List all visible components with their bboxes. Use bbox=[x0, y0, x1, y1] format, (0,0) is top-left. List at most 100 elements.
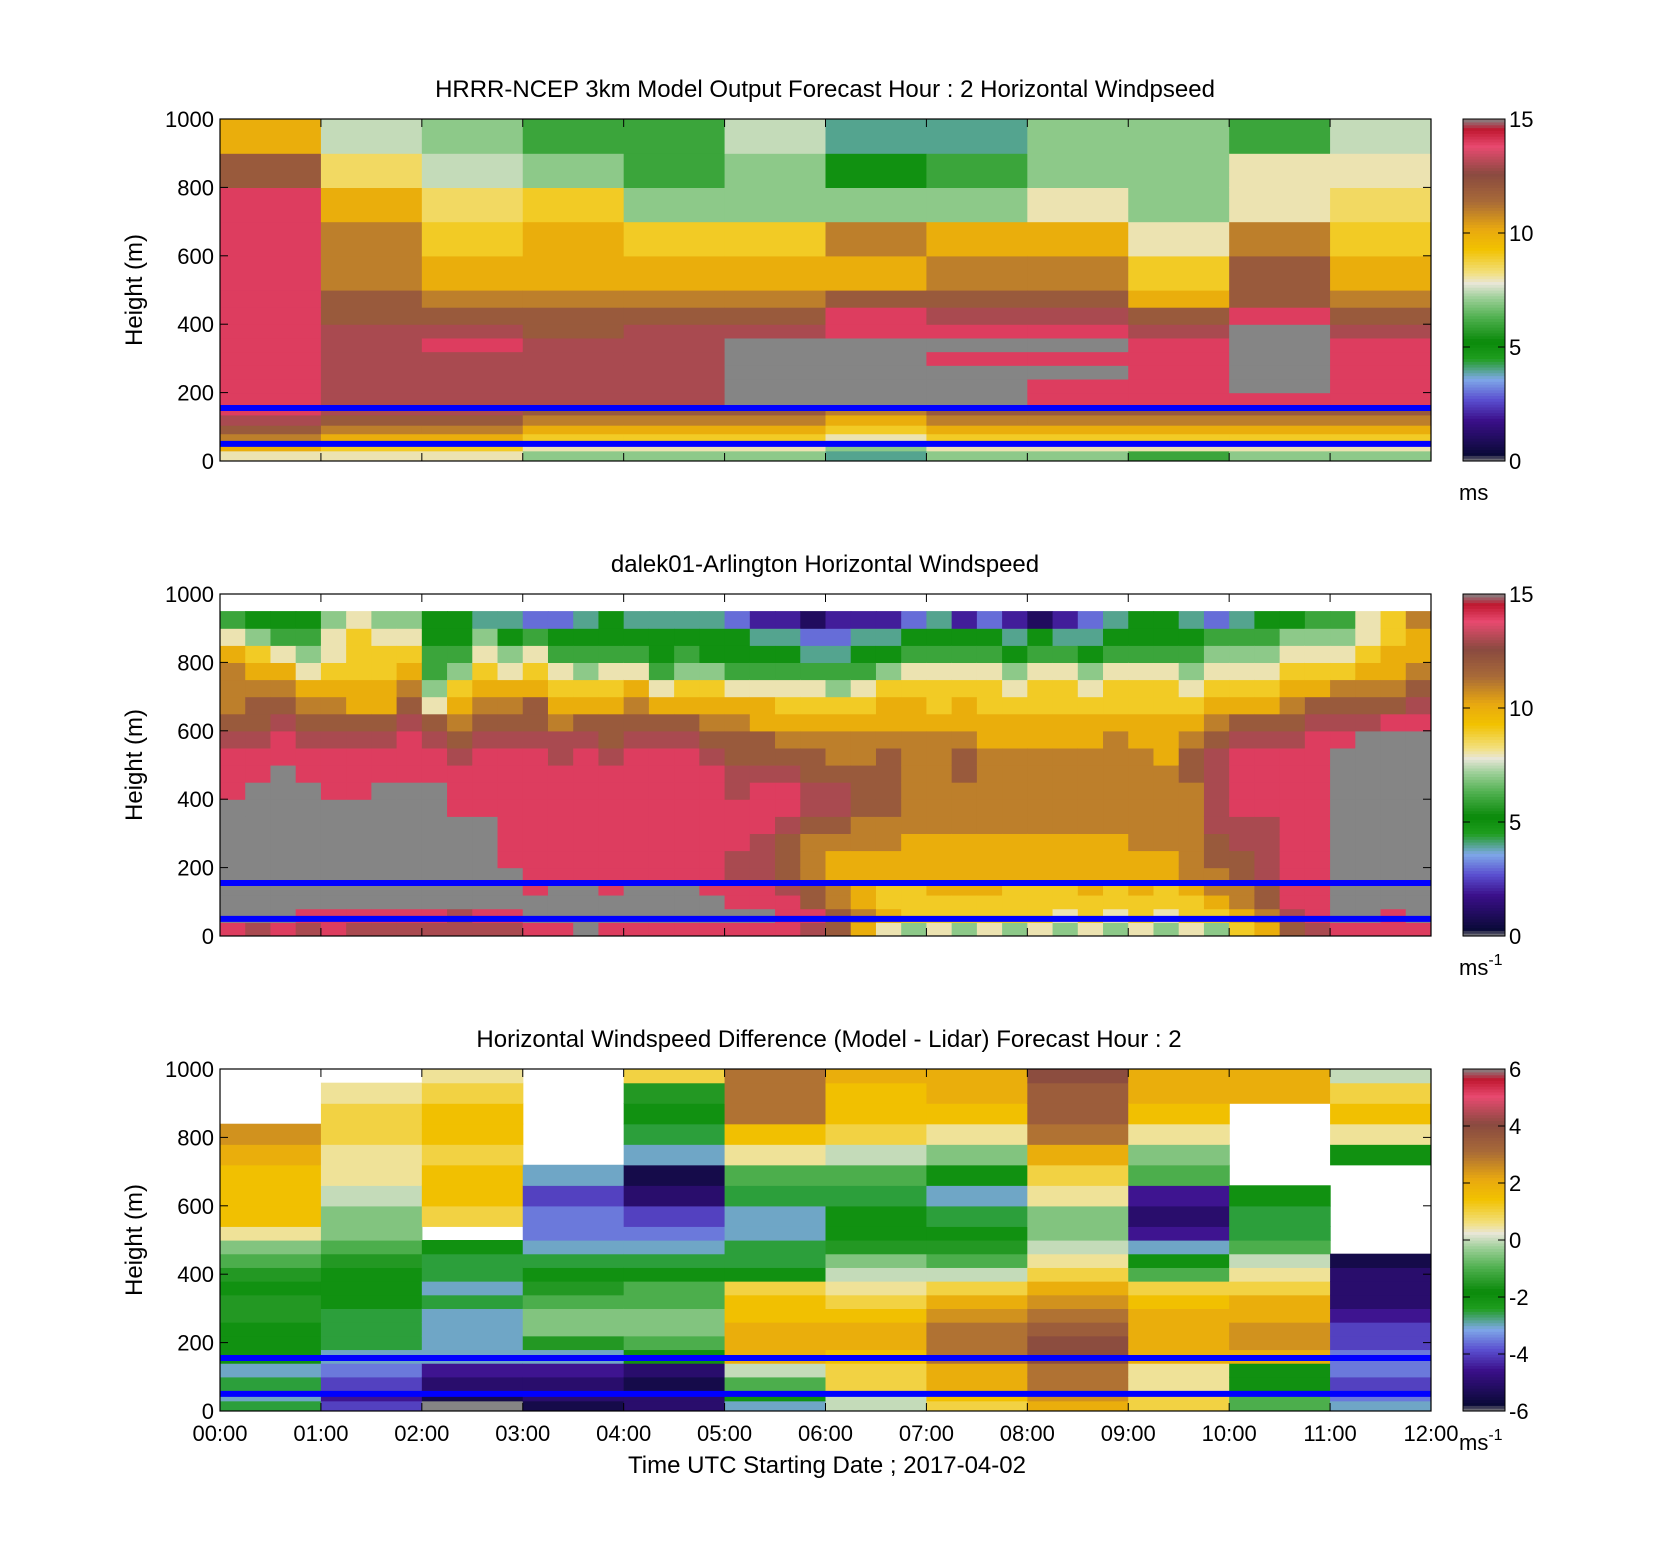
heatmap-cell bbox=[724, 867, 751, 882]
heatmap-cell bbox=[623, 730, 650, 749]
heatmap-cell bbox=[220, 1335, 322, 1351]
heatmap-cell bbox=[598, 816, 625, 834]
colorbar-segment bbox=[1463, 127, 1505, 131]
heatmap-cell bbox=[1128, 365, 1230, 380]
colorbar-segment bbox=[1463, 1365, 1505, 1369]
heatmap-cell bbox=[1002, 782, 1028, 800]
heatmap-cell bbox=[421, 255, 524, 291]
heatmap-cell bbox=[1229, 425, 1331, 435]
heatmap-cell bbox=[220, 365, 322, 380]
heatmap-cell bbox=[522, 799, 549, 817]
colorbar-segment bbox=[1463, 1151, 1505, 1156]
heatmap-cell bbox=[1027, 255, 1129, 291]
heatmap-cell bbox=[1128, 782, 1155, 800]
colorbar-segment bbox=[1463, 1277, 1505, 1281]
heatmap-cell bbox=[1355, 696, 1382, 715]
heatmap-cell bbox=[926, 1226, 1028, 1241]
colorbar-segment bbox=[1463, 301, 1505, 305]
colorbar-segment bbox=[1463, 1211, 1505, 1215]
heatmap-cell bbox=[1128, 867, 1155, 882]
heatmap-cell bbox=[825, 1103, 928, 1125]
colorbar-segment bbox=[1463, 1259, 1505, 1264]
colorbar-segment bbox=[1463, 264, 1505, 268]
heatmap-cell bbox=[1254, 713, 1281, 732]
heatmap-cell bbox=[1229, 1335, 1331, 1351]
heatmap-cell bbox=[270, 747, 297, 766]
colorbar-segment bbox=[1463, 876, 1505, 880]
heatmap-cell bbox=[875, 816, 902, 834]
colorbar-segment bbox=[1463, 1342, 1505, 1347]
heatmap-cell bbox=[699, 922, 726, 936]
y-tick-label: 0 bbox=[202, 924, 214, 949]
heatmap-cell bbox=[724, 119, 827, 154]
heatmap-cell bbox=[1254, 850, 1281, 869]
heatmap-cell bbox=[699, 765, 726, 783]
colorbar-segment bbox=[1463, 395, 1505, 399]
heatmap-cell bbox=[1128, 765, 1155, 783]
colorbar-segment bbox=[1463, 1351, 1505, 1355]
heatmap-cell bbox=[1128, 1185, 1230, 1207]
heatmap-cell bbox=[926, 187, 1028, 223]
heatmap-cell bbox=[623, 1335, 726, 1351]
colorbar-segment bbox=[1463, 121, 1505, 126]
heatmap-cell bbox=[623, 255, 726, 291]
heatmap-cell bbox=[875, 894, 902, 910]
heatmap-cell bbox=[699, 628, 726, 646]
heatmap-cell bbox=[699, 611, 726, 629]
heatmap-cell bbox=[1380, 799, 1407, 817]
heatmap-cell bbox=[724, 1400, 827, 1411]
heatmap-cell bbox=[346, 611, 372, 629]
heatmap-cell bbox=[1304, 894, 1331, 910]
heatmap-cell bbox=[699, 894, 726, 910]
heatmap-cell bbox=[1052, 833, 1079, 852]
colorbar-tick-label: -6 bbox=[1509, 1399, 1529, 1424]
heatmap-cell bbox=[1380, 696, 1407, 715]
heatmap-cell bbox=[1330, 816, 1356, 834]
heatmap-cell bbox=[1380, 894, 1407, 910]
heatmap-cell bbox=[1002, 850, 1028, 869]
heatmap-cell bbox=[447, 850, 473, 869]
heatmap-cell bbox=[1027, 392, 1129, 406]
heatmap-cell bbox=[623, 713, 650, 732]
heatmap-cell bbox=[1027, 922, 1054, 936]
colorbar-segment bbox=[1463, 633, 1505, 638]
heatmap-cell bbox=[1027, 1069, 1129, 1084]
colorbar-segment bbox=[1463, 1336, 1505, 1341]
heatmap-cell bbox=[1229, 628, 1255, 646]
heatmap-cell bbox=[320, 307, 423, 325]
colorbar-unit-exponent: -1 bbox=[1488, 952, 1502, 969]
colorbar-segment bbox=[1463, 401, 1505, 405]
heatmap-cell bbox=[573, 645, 600, 663]
colorbar-segment bbox=[1463, 1154, 1505, 1158]
heatmap-cell bbox=[472, 765, 499, 783]
colorbar-segment bbox=[1463, 1331, 1505, 1335]
heatmap-cell bbox=[1178, 816, 1205, 834]
heatmap-cell bbox=[1178, 799, 1205, 817]
heatmap-cell bbox=[371, 867, 398, 882]
colorbar-segment bbox=[1463, 799, 1505, 803]
heatmap-cell bbox=[1103, 894, 1129, 910]
heatmap-cell bbox=[320, 1322, 423, 1337]
heatmap-cell bbox=[875, 645, 902, 663]
heatmap-cell bbox=[598, 850, 625, 869]
colorbar-segment bbox=[1463, 1382, 1505, 1386]
heatmap-cell bbox=[775, 894, 801, 910]
heatmap-cell bbox=[926, 782, 953, 800]
heatmap-cell bbox=[1128, 153, 1230, 188]
heatmap-cell bbox=[926, 628, 953, 646]
heatmap-cell bbox=[1027, 1335, 1129, 1351]
heatmap-cell bbox=[825, 679, 852, 698]
heatmap-cell bbox=[1203, 833, 1230, 852]
heatmap-cell bbox=[1128, 221, 1230, 257]
colorbar-segment bbox=[1463, 1143, 1505, 1147]
heatmap-cell bbox=[1380, 628, 1407, 646]
heatmap-cell bbox=[623, 1205, 726, 1227]
colorbar-segment bbox=[1463, 722, 1505, 726]
heatmap-cell bbox=[775, 833, 801, 852]
heatmap-cell bbox=[547, 662, 574, 681]
heatmap-cell bbox=[1027, 1185, 1129, 1207]
heatmap-cell bbox=[1128, 324, 1230, 339]
colorbar-unit: ms bbox=[1459, 480, 1488, 505]
colorbar-segment bbox=[1463, 176, 1505, 180]
heatmap-cell bbox=[724, 713, 751, 732]
